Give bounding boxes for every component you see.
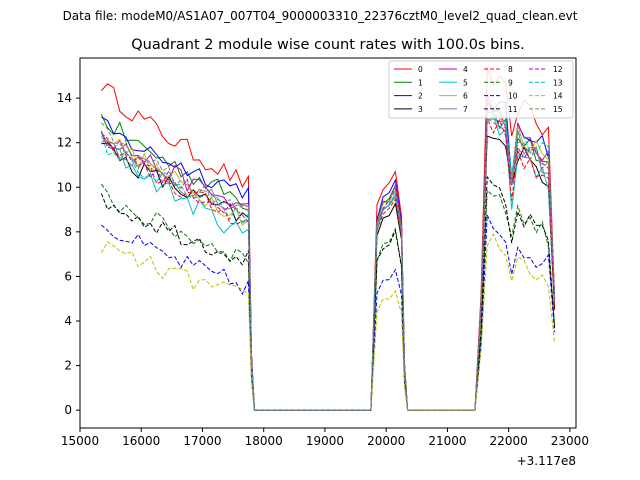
x-tick-label-20000: 20000 (367, 434, 405, 448)
x-tick-label-15000: 15000 (61, 434, 99, 448)
y-tick-label-2: 2 (64, 359, 72, 373)
legend-label-11: 11 (508, 105, 518, 114)
legend-label-15: 15 (553, 105, 563, 114)
x-tick-label-19000: 19000 (306, 434, 344, 448)
legend-box (388, 60, 574, 119)
x-tick-label-16000: 16000 (122, 434, 160, 448)
chart-title: Quadrant 2 module wise count rates with … (131, 37, 525, 53)
legend-label-13: 13 (553, 78, 563, 87)
x-tick-label-23000: 23000 (551, 434, 589, 448)
x-tick-label-18000: 18000 (245, 434, 283, 448)
legend-label-5: 5 (463, 78, 468, 87)
legend-label-4: 4 (463, 65, 468, 74)
series-line-13 (100, 111, 556, 411)
plot-area: 15000 16000 17000 18000 19000 20000 21000 22000… (57, 57, 589, 468)
legend-label-6: 6 (463, 92, 468, 101)
legend-label-10: 10 (508, 92, 518, 101)
y-tick-label-0: 0 (64, 403, 72, 417)
y-tick-label-6: 6 (64, 269, 72, 283)
legend-label-0: 0 (418, 65, 423, 74)
legend-label-3: 3 (418, 105, 423, 114)
y-tick-label-4: 4 (64, 314, 72, 328)
x-tick-label-22000: 22000 (490, 434, 528, 448)
legend-label-7: 7 (463, 105, 468, 114)
y-tick-label-12: 12 (57, 136, 72, 150)
x-tick-label-17000: 17000 (183, 434, 221, 448)
series-line-14 (100, 233, 556, 411)
y-tick-label-8: 8 (64, 225, 72, 239)
y-tick-label-14: 14 (57, 91, 72, 105)
axes-frame (79, 57, 577, 429)
x-offset-label: +3.117e8 (517, 454, 576, 468)
legend-label-12: 12 (553, 65, 563, 74)
legend-label-9: 9 (508, 78, 513, 87)
series-line-15 (101, 117, 556, 411)
legend-label-8: 8 (508, 65, 513, 74)
file-suptitle: Data file: modeM0/AS1A07_007T04_90000033… (63, 9, 578, 23)
legend-label-2: 2 (418, 92, 423, 101)
y-tick-label-10: 10 (57, 180, 72, 194)
legend-label-14: 14 (553, 92, 563, 101)
legend-label-1: 1 (418, 78, 423, 87)
x-tick-label-21000: 21000 (428, 434, 466, 448)
